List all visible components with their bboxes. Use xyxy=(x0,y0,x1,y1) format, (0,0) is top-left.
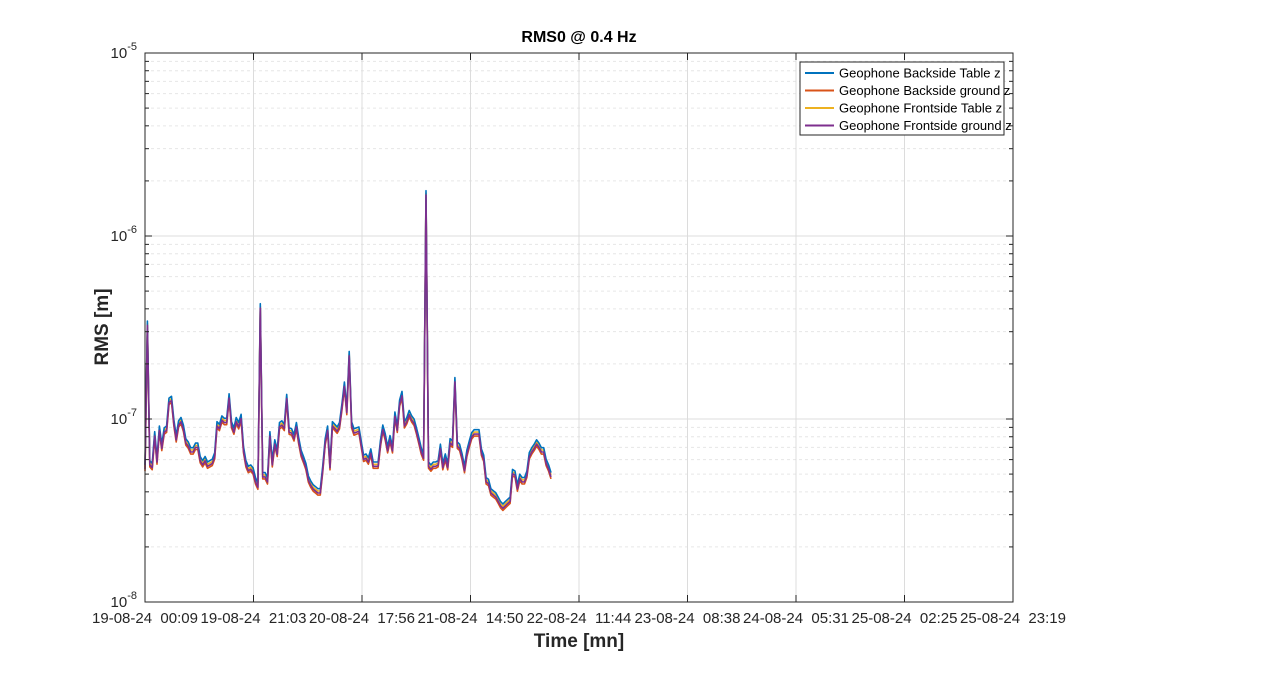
series-lines xyxy=(144,189,552,512)
x-tick-label: 19-08-24 00:09 xyxy=(92,610,198,627)
y-tick-label: 10-7 xyxy=(111,407,137,428)
x-axis: 19-08-24 00:09 19-08-24 21:03 20-08-24 17:… xyxy=(92,53,1066,627)
x-tick-label: 23-08-24 08:38 xyxy=(635,610,741,627)
legend-label-1: Geophone Backside Table z xyxy=(839,66,1001,81)
y-tick-label: 10-8 xyxy=(111,590,137,611)
legend-label-3: Geophone Frontside Table z xyxy=(839,101,1002,116)
x-tick-label: 24-08-24 05:31 xyxy=(743,610,849,627)
y-axis: 10-8 10-7 10-6 10-5 xyxy=(111,41,1013,611)
x-tick-label: 19-08-24 21:03 xyxy=(201,610,307,627)
legend-box xyxy=(799,61,1005,136)
x-axis-label: Time [mn] xyxy=(534,631,624,652)
y-tick-label: 10-6 xyxy=(111,224,137,245)
x-tick-label: 25-08-24 02:25 xyxy=(852,610,958,627)
x-tick-label: 21-08-24 14:50 xyxy=(418,610,524,627)
x-tick-label: 25-08-24 23:19 xyxy=(960,610,1066,627)
x-tick-label: 20-08-24 17:56 xyxy=(309,610,415,627)
chart-title: RMS0 @ 0.4 Hz xyxy=(521,29,636,46)
legend[interactable]: Geophone Backside Table z Geophone Backsi… xyxy=(799,61,1012,136)
x-tick-label: 22-08-24 11:44 xyxy=(527,610,632,627)
y-tick-label: 10-5 xyxy=(111,41,137,62)
series-line-4 xyxy=(144,194,552,510)
y-axis-label: RMS [m] xyxy=(92,288,113,365)
legend-label-4: Geophone Frontside ground z xyxy=(839,118,1012,133)
legend-label-2: Geophone Backside ground z xyxy=(839,83,1010,98)
grid xyxy=(144,52,1014,603)
